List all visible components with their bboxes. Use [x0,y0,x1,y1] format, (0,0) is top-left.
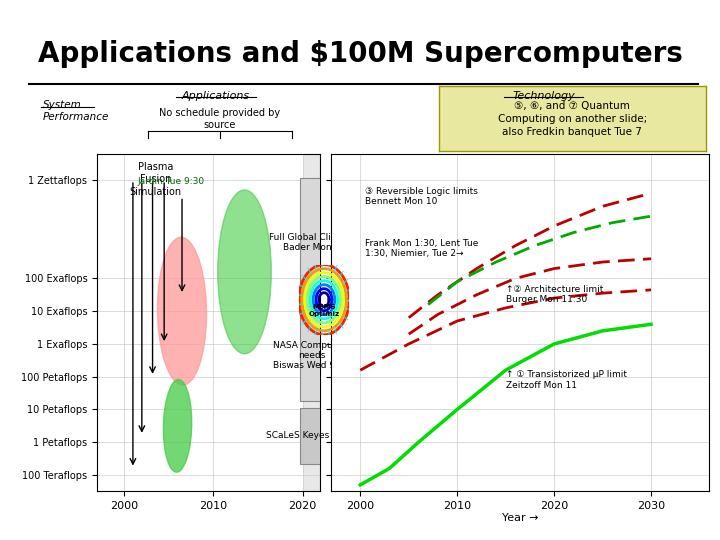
Text: SCaLeS Keyes Tue 9: SCaLeS Keyes Tue 9 [266,431,356,440]
Ellipse shape [217,190,271,354]
Text: NASA Computing
needs
Biswas Wed 9:30: NASA Computing needs Biswas Wed 9:30 [273,341,350,370]
X-axis label: Year →: Year → [502,512,539,523]
FancyBboxPatch shape [302,154,325,491]
FancyBboxPatch shape [300,179,323,306]
Text: ↑② Architecture limit
Burger Mon 11:30: ↑② Architecture limit Burger Mon 11:30 [505,285,603,305]
Text: Technology: Technology [512,91,575,101]
Text: Jardin Tue 9:30: Jardin Tue 9:30 [138,177,204,186]
Text: Applications: Applications [182,91,250,101]
Ellipse shape [158,237,207,385]
FancyBboxPatch shape [300,309,323,401]
Text: Full Global Climate
Bader Mon 9: Full Global Climate Bader Mon 9 [269,233,354,252]
Text: Plasma
Fusion
Simulation: Plasma Fusion Simulation [129,162,181,197]
Text: No schedule provided by
source: No schedule provided by source [159,108,280,130]
FancyBboxPatch shape [300,408,323,463]
Text: ↑ ① Transistorized μP limit
Zeitzoff Mon 11: ↑ ① Transistorized μP limit Zeitzoff Mon… [505,370,626,389]
Text: System
Performance: System Performance [43,100,109,122]
Ellipse shape [163,380,192,472]
Text: Applications and $100M Supercomputers: Applications and $100M Supercomputers [37,40,683,68]
Text: ⑤, ⑥, and ⑦ Quantum
Computing on another slide;
also Fredkin banquet Tue 7: ⑤, ⑥, and ⑦ Quantum Computing on another… [498,100,647,137]
Text: ③ Reversible Logic limits
Bennett Mon 10: ③ Reversible Logic limits Bennett Mon 10 [365,187,478,206]
Text: MEMS
Optimiz: MEMS Optimiz [308,303,340,317]
Text: Frank Mon 1:30, Lent Tue
1:30, Niemier, Tue 2→: Frank Mon 1:30, Lent Tue 1:30, Niemier, … [365,239,479,259]
